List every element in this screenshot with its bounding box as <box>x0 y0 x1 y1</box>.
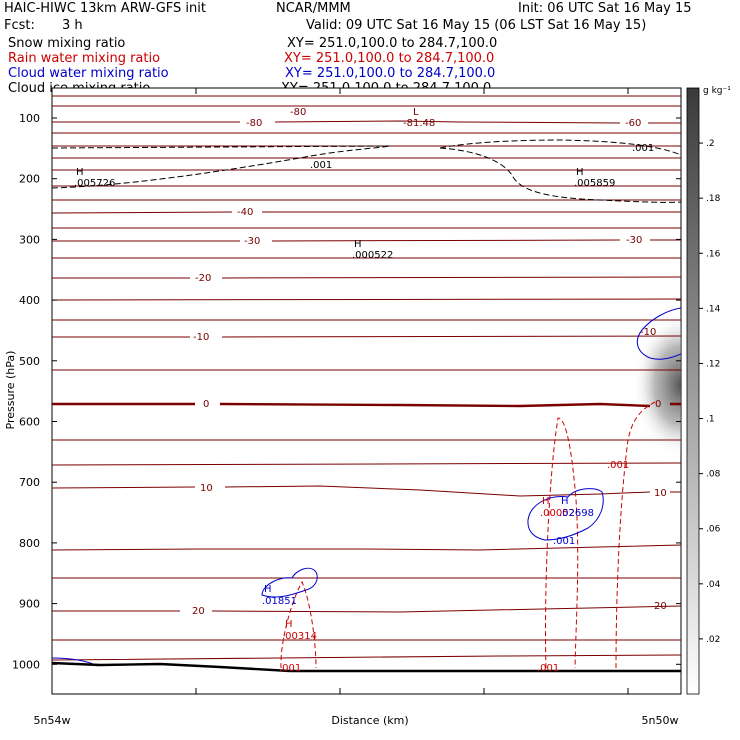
temp-label: 20 <box>654 601 667 612</box>
temperature-labels: -80 -80 -60 -40 -30 -30 -20 -10 -10 0 0 … <box>192 107 667 617</box>
field-name-rain: Rain water mixing ratio <box>8 51 161 66</box>
colorbar-ticks: .02 .04 .06 .08 .1 .12 .14 .16 .18 .2 <box>699 139 721 645</box>
rain-contour-label: .001 <box>279 663 301 674</box>
snow-contours <box>52 139 681 203</box>
snow-max-value: .005726 <box>74 178 115 189</box>
forecast-hour: 3 h <box>62 18 83 33</box>
temp-label: -60 <box>625 118 641 129</box>
snow-contour-label: .001 <box>310 160 332 171</box>
valid-time: Valid: 09 UTC Sat 16 May 15 (06 LST Sat … <box>306 18 647 33</box>
cloud-water-max-value: .02698 <box>559 508 594 519</box>
colorbar-tick-label: .2 <box>706 139 715 149</box>
cloud-water-contour-label: .001 <box>553 536 575 547</box>
cloud-water-max-marker: H <box>264 584 272 595</box>
temp-label: -80 <box>290 107 306 118</box>
cloud-water-labels: .001 H .01851 H .02698 <box>262 496 594 607</box>
y-tick-label: 200 <box>19 173 40 186</box>
y-tick-label: 700 <box>19 476 40 489</box>
colorbar-tick-label: .16 <box>706 249 721 259</box>
colorbar-tick-label: .04 <box>706 580 721 590</box>
colorbar-tick-label: .18 <box>706 194 721 204</box>
freezing-level-isotherm <box>52 402 681 408</box>
field-name-cloud-water: Cloud water mixing ratio <box>8 66 169 81</box>
temp-label: 10 <box>200 483 213 494</box>
colorbar-unit: g kg⁻¹ <box>703 86 731 96</box>
temp-label: -40 <box>237 207 253 218</box>
y-tick-label: 500 <box>19 355 40 368</box>
y-tick-label: 600 <box>19 416 40 429</box>
temp-label: -30 <box>626 235 642 246</box>
temp-label: 0 <box>203 399 209 410</box>
colorbar-tick-label: .1 <box>706 415 715 425</box>
rain-max-value: .00314 <box>282 631 317 642</box>
colorbar-tick-label: .14 <box>706 304 721 314</box>
snow-max-marker: H <box>576 167 584 178</box>
temp-label: 0 <box>655 399 661 410</box>
x-end-label: 5n50w <box>642 714 679 727</box>
temp-label: 20 <box>192 606 205 617</box>
snow-max-value: .005859 <box>574 178 615 189</box>
rain-contour-label: .001 <box>537 663 559 674</box>
y-tick-label: 1000 <box>12 658 40 671</box>
temp-min-marker: L <box>413 107 419 118</box>
x-start-label: 5n54w <box>34 714 71 727</box>
y-axis-title: Pressure (hPa) <box>4 351 17 430</box>
y-tick-label: 800 <box>19 537 40 550</box>
temp-label: -20 <box>195 273 211 284</box>
colorbar <box>686 87 700 695</box>
field-name-snow: Snow mixing ratio <box>8 36 126 51</box>
temp-label: -10 <box>640 327 656 338</box>
temperature-isotherms <box>52 95 681 661</box>
rain-contour-label: .001 <box>607 460 629 471</box>
temp-label: -10 <box>193 332 209 343</box>
x-axis-title: Distance (km) <box>331 714 408 727</box>
rain-max-value: .00052 <box>540 508 575 519</box>
field-xy-cloud-water: XY= 251.0,100.0 to 284.7,100.0 <box>285 66 496 81</box>
y-tick-label: 300 <box>19 233 40 246</box>
forecast-label: Fcst: <box>4 18 35 33</box>
y-tick-label: 900 <box>19 598 40 611</box>
temp-label: -30 <box>244 236 260 247</box>
rain-max-marker: H <box>285 619 293 630</box>
field-xy-snow: XY= 251.0,100.0 to 284.7,100.0 <box>287 36 498 51</box>
plot-frame <box>51 87 682 695</box>
rain-labels: .001 .001 .001 H .00314 H .00052 <box>279 460 629 674</box>
snow-max-value: .000522 <box>352 250 393 261</box>
cloud-water-max-value: .01851 <box>262 596 297 607</box>
shaded-mixing-ratio-region <box>633 313 681 457</box>
rain-contours <box>280 401 656 669</box>
colorbar-tick-label: .12 <box>706 359 720 369</box>
temp-label: -80 <box>246 118 262 129</box>
cloud-water-max-marker: H <box>561 496 569 507</box>
organization: NCAR/MMM <box>276 1 351 16</box>
plot-title: HAIC-HIWC 13km ARW-GFS init <box>4 1 206 16</box>
colorbar-tick-label: .08 <box>706 470 721 480</box>
snow-max-marker: H <box>354 239 362 250</box>
temp-min-value: -81.48 <box>403 118 435 129</box>
snow-max-marker: H <box>76 167 84 178</box>
field-xy-rain: XY= 251.0,100.0 to 284.7,100.0 <box>284 51 495 66</box>
snow-labels: .001 .001 H .005726 H .005859 H .000522 <box>74 143 654 261</box>
colorbar-tick-label: .02 <box>706 635 720 645</box>
terrain-line <box>52 661 681 673</box>
y-tick-label: 100 <box>19 112 40 125</box>
temp-label: 10 <box>654 488 667 499</box>
y-tick-label: 400 <box>19 294 40 307</box>
colorbar-tick-label: .06 <box>706 525 721 535</box>
x-axis <box>51 88 629 694</box>
rain-max-marker: H <box>542 496 550 507</box>
snow-contour-label: .001 <box>632 143 654 154</box>
cloud-water-contours <box>52 307 681 667</box>
init-time: Init: 06 UTC Sat 16 May 15 <box>518 1 692 16</box>
